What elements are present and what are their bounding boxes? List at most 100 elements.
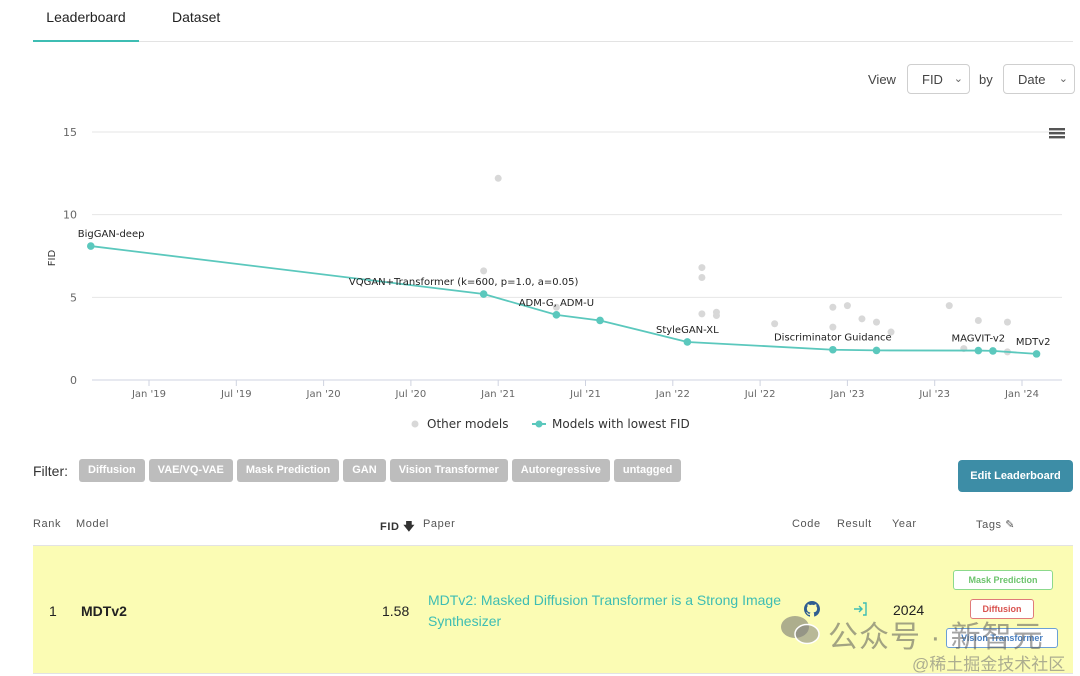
menu-icon-bar <box>1049 128 1065 131</box>
x-tick-label: Jul '23 <box>918 389 950 400</box>
tab-leaderboard[interactable]: Leaderboard <box>33 8 139 42</box>
filter-chip-mask-prediction[interactable]: Mask Prediction <box>236 459 340 482</box>
other-model-point <box>698 273 706 281</box>
legend-best-marker <box>535 420 543 428</box>
tag-mask-prediction[interactable]: Mask Prediction <box>953 570 1053 590</box>
watermark-sub: @稀土掘金技术社区 <box>912 655 1066 674</box>
filter-chips: Diffusion VAE/VQ-VAE Mask Prediction GAN Vis… <box>79 459 682 482</box>
point-label: Discriminator Guidance <box>774 333 892 344</box>
result-link-icon[interactable] <box>852 601 868 620</box>
sort-select[interactable]: Date ⌄ <box>1003 64 1075 94</box>
sort-down-arrow-icon: 🡇 <box>403 521 416 533</box>
fid-chart: 0 5 10 15 Jan '19 Jul '19 Jan '20 Jul '20 Jan '2… <box>47 126 1065 431</box>
x-tick-label: Jul '19 <box>220 389 252 400</box>
best-model-point <box>552 311 561 319</box>
other-model-point <box>480 267 488 275</box>
best-model-point <box>872 346 881 355</box>
best-model-point <box>1032 350 1041 358</box>
row-fid: 1.58 <box>382 603 410 619</box>
x-tick-label: Jan '19 <box>131 389 166 400</box>
other-model-point <box>829 323 837 331</box>
tab-dataset[interactable]: Dataset <box>172 9 221 25</box>
tag-diffusion[interactable]: Diffusion <box>970 599 1034 619</box>
other-model-point <box>712 312 720 320</box>
other-model-point <box>843 302 851 310</box>
filter-chip-diffusion[interactable]: Diffusion <box>79 459 145 482</box>
x-tick-label: Jan '22 <box>655 389 690 400</box>
view-label: View <box>868 72 896 87</box>
other-model-point <box>698 310 706 318</box>
header-fid-label: FID <box>380 521 400 533</box>
tag-vision-transformer[interactable]: Vision Transformer <box>946 628 1058 648</box>
by-label: by <box>979 72 993 87</box>
x-tick-label: Jul '22 <box>744 389 776 400</box>
other-model-point <box>494 174 502 182</box>
wechat-icon <box>781 616 820 645</box>
x-tick-label: Jul '20 <box>395 389 427 400</box>
x-tick-label: Jan '24 <box>1004 389 1039 400</box>
other-model-point <box>771 320 779 328</box>
other-model-point <box>698 264 706 272</box>
y-tick-label: 0 <box>70 374 77 387</box>
best-model-point <box>479 290 488 298</box>
header-model[interactable]: Model <box>76 518 109 530</box>
point-label: BigGAN-deep <box>78 229 145 240</box>
header-tags-label: Tags <box>976 519 1002 531</box>
x-tick-label: Jan '21 <box>480 389 515 400</box>
y-axis-label: FID <box>47 250 58 267</box>
other-model-point <box>887 328 895 336</box>
row-rank: 1 <box>49 603 57 619</box>
row-paper-link[interactable]: MDTv2: Masked Diffusion Transformer is a… <box>428 592 781 629</box>
other-model-point <box>829 303 837 311</box>
x-tick-label: Jan '20 <box>306 389 341 400</box>
metric-select[interactable]: FID ⌄ <box>907 64 970 94</box>
legend-other-label: Other models <box>427 417 509 431</box>
menu-icon-bar <box>1049 132 1065 135</box>
other-model-point <box>858 315 866 323</box>
other-model-point <box>873 318 880 326</box>
filter-chip-autoregressive[interactable]: Autoregressive <box>511 459 610 482</box>
header-fid[interactable]: FID 🡇 <box>380 518 415 537</box>
point-label: MAGVIT-v2 <box>952 334 1006 345</box>
best-model-point <box>974 346 983 355</box>
header-tags: Tags ✎ <box>976 518 1015 531</box>
edit-icon[interactable]: ✎ <box>1005 519 1016 531</box>
legend-best-label: Models with lowest FID <box>552 417 690 431</box>
other-model-point <box>1003 318 1011 326</box>
x-tick-label: Jan '23 <box>829 389 864 400</box>
filter-chip-untagged[interactable]: untagged <box>613 459 682 482</box>
watermark-main: 公众号 · 新智元 <box>828 621 1044 654</box>
other-model-point <box>974 316 982 324</box>
header-year[interactable]: Year <box>892 518 917 530</box>
github-icon[interactable] <box>804 601 820 620</box>
chevron-down-icon: ⌄ <box>1058 73 1068 85</box>
menu-icon-bar <box>1049 136 1065 139</box>
best-model-point <box>596 316 604 325</box>
point-label: StyleGAN-XL <box>656 325 719 336</box>
sort-select-value: Date <box>1018 72 1046 87</box>
best-model-point <box>829 345 837 354</box>
header-code: Code <box>792 518 821 530</box>
edit-leaderboard-button[interactable]: Edit Leaderboard <box>958 460 1073 492</box>
row-year: 2024 <box>893 602 925 618</box>
row-model[interactable]: MDTv2 <box>81 603 127 619</box>
best-model-point <box>683 338 692 346</box>
y-tick-label: 5 <box>70 291 77 304</box>
best-model-point <box>87 242 95 250</box>
y-tick-label: 10 <box>63 209 77 222</box>
other-model-point <box>945 302 953 310</box>
table-row[interactable]: 1 MDTv2 1.58 MDTv2: Masked Diffusion Tra… <box>33 546 1073 674</box>
y-tick-label: 15 <box>63 126 77 139</box>
tab-bar: Leaderboard Dataset <box>33 0 1073 42</box>
other-model-point <box>552 303 560 311</box>
header-paper: Paper <box>423 518 456 530</box>
point-label: VQGAN+Transformer (k=600, p=1.0, a=0.05) <box>349 277 579 288</box>
filter-chip-vae-vq-vae[interactable]: VAE/VQ-VAE <box>148 459 233 482</box>
x-tick-label: Jul '21 <box>569 389 601 400</box>
header-divider <box>33 545 1073 546</box>
header-rank[interactable]: Rank <box>33 518 62 530</box>
filter-chip-vision-transformer[interactable]: Vision Transformer <box>389 459 508 482</box>
filter-chip-gan[interactable]: GAN <box>343 459 386 482</box>
best-fid-line <box>90 245 1037 355</box>
header-result: Result <box>837 518 872 530</box>
